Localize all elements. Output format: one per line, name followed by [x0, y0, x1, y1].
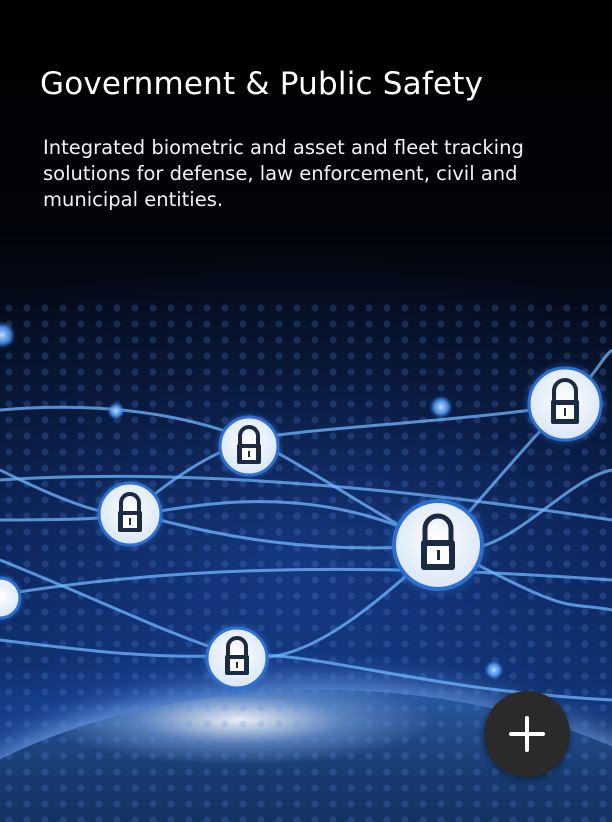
network-lines [0, 348, 612, 702]
padlock-icon [213, 410, 285, 482]
expand-button[interactable] [484, 691, 570, 777]
card-description: Integrated biometric and asset and fleet… [43, 136, 524, 211]
padlock-icon [384, 491, 492, 599]
padlock-icon [199, 620, 275, 696]
network-nodes [0, 321, 504, 680]
card-title: Government & Public Safety [40, 66, 484, 102]
padlock-icon [521, 360, 609, 448]
plus-icon [484, 691, 570, 777]
padlock-icon [92, 476, 168, 552]
padlock-icon [0, 572, 26, 624]
